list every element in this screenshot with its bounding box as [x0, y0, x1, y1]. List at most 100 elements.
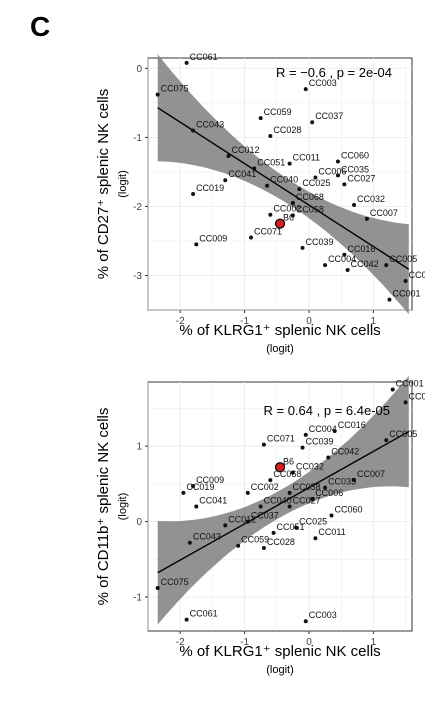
correlation-annotation: R = 0.64 , p = 6.4e-05: [264, 403, 390, 418]
data-point: [335, 173, 340, 178]
data-point: [345, 267, 350, 272]
y-tick-label: 0: [136, 517, 142, 528]
data-point: [332, 429, 337, 434]
data-point: [287, 161, 292, 166]
point-label: CC041: [228, 169, 256, 179]
data-point: [403, 279, 408, 284]
data-point: [297, 187, 302, 192]
data-point: [329, 513, 334, 518]
data-point: [310, 496, 315, 501]
point-label: CC035: [328, 477, 356, 487]
data-point: [187, 540, 192, 545]
point-label: CC019: [196, 183, 224, 193]
point-label: CC004: [328, 254, 356, 264]
point-label: CC002: [273, 204, 301, 214]
point-label: CC027: [293, 496, 321, 506]
data-point: [191, 484, 196, 489]
point-label: CC040: [270, 175, 298, 185]
data-point: [342, 252, 347, 257]
data-point: [390, 387, 395, 392]
point-label: CC001: [396, 379, 424, 389]
point-label: CC003: [309, 78, 337, 88]
data-point: [155, 92, 160, 97]
data-point: [290, 213, 295, 218]
data-point: [258, 504, 263, 509]
point-label: CC051: [277, 522, 305, 532]
point-label: CC071: [267, 434, 295, 444]
scatter-plot-cd27: -2 -1 0 1 0 -1 -2 -3 CC061 CC075 CC003 CC059 CC037 CC…: [95, 52, 425, 355]
point-label: CC059: [264, 107, 292, 117]
point-label: CC005: [389, 254, 417, 264]
point-label: CC013: [409, 391, 425, 401]
data-point: [271, 530, 276, 535]
point-label: B6: [283, 213, 294, 223]
data-point: [268, 478, 273, 483]
point-label: CC071: [254, 227, 282, 237]
data-point: [258, 116, 263, 121]
point-label: CC032: [357, 194, 385, 204]
data-point: [287, 490, 292, 495]
point-label: CC025: [299, 517, 327, 527]
x-tick-label: -2: [176, 316, 185, 327]
confidence-band: [157, 54, 409, 315]
point-label: CC011: [293, 153, 320, 163]
data-point: [387, 297, 392, 302]
data-point: [384, 438, 389, 443]
point-label: CC061: [190, 52, 218, 62]
x-tick-label: 0: [306, 637, 312, 648]
point-label: CC005: [389, 429, 417, 439]
point-label: CC027: [347, 173, 375, 183]
y-tick-label: 1: [136, 442, 142, 453]
x-tick-label: -2: [176, 637, 185, 648]
point-label: CC043: [196, 119, 224, 129]
point-label: CC042: [351, 259, 379, 269]
x-tick-label: 1: [371, 637, 377, 648]
data-point: [300, 245, 305, 250]
data-point: [223, 523, 228, 528]
point-label: CC058: [296, 204, 324, 214]
point-label: CC004: [309, 424, 337, 434]
data-point: [323, 263, 328, 268]
data-point: [184, 60, 189, 65]
point-label: CC013: [409, 270, 425, 280]
x-axis-sublabel: (logit): [266, 664, 294, 676]
point-label: CC039: [306, 237, 334, 247]
point-label: CC032: [296, 462, 324, 472]
data-point: [261, 442, 266, 447]
data-point: [181, 490, 186, 495]
x-axis-sublabel: (logit): [266, 343, 294, 355]
data-point: [310, 120, 315, 125]
point-label: CC043: [193, 532, 221, 542]
point-label: CC075: [161, 577, 189, 587]
point-label: CC006: [315, 488, 343, 498]
point-label: CC009: [199, 233, 227, 243]
point-label: CC001: [392, 289, 420, 299]
data-point: [194, 242, 199, 247]
data-point: [403, 400, 408, 405]
data-point: [236, 543, 241, 548]
y-axis-sublabel: (logit): [117, 170, 129, 198]
data-point: [184, 617, 189, 622]
point-label: CC040: [264, 496, 292, 506]
regression-line: [157, 107, 410, 270]
point-label: CC059: [241, 535, 269, 545]
y-tick-label: -1: [133, 133, 142, 144]
data-point: [268, 212, 273, 217]
point-label: CC007: [357, 469, 385, 479]
data-point: [300, 445, 305, 450]
data-point: [191, 192, 196, 197]
x-axis-label: % of KLRG1⁺ splenic NK cells: [179, 322, 380, 339]
point-label: CC061: [190, 609, 218, 619]
x-tick-label: 0: [306, 316, 312, 327]
data-point: [194, 504, 199, 509]
point-label: CC025: [302, 178, 330, 188]
data-point: [313, 536, 318, 541]
data-point: [245, 490, 250, 495]
point-label: CC019: [186, 482, 214, 492]
y-axis-label: % of CD11b⁺ splenic NK cells: [95, 408, 112, 606]
data-point: [335, 159, 340, 164]
point-label: CC028: [273, 125, 301, 135]
data-point: [303, 87, 308, 92]
point-label: CC060: [335, 505, 363, 515]
